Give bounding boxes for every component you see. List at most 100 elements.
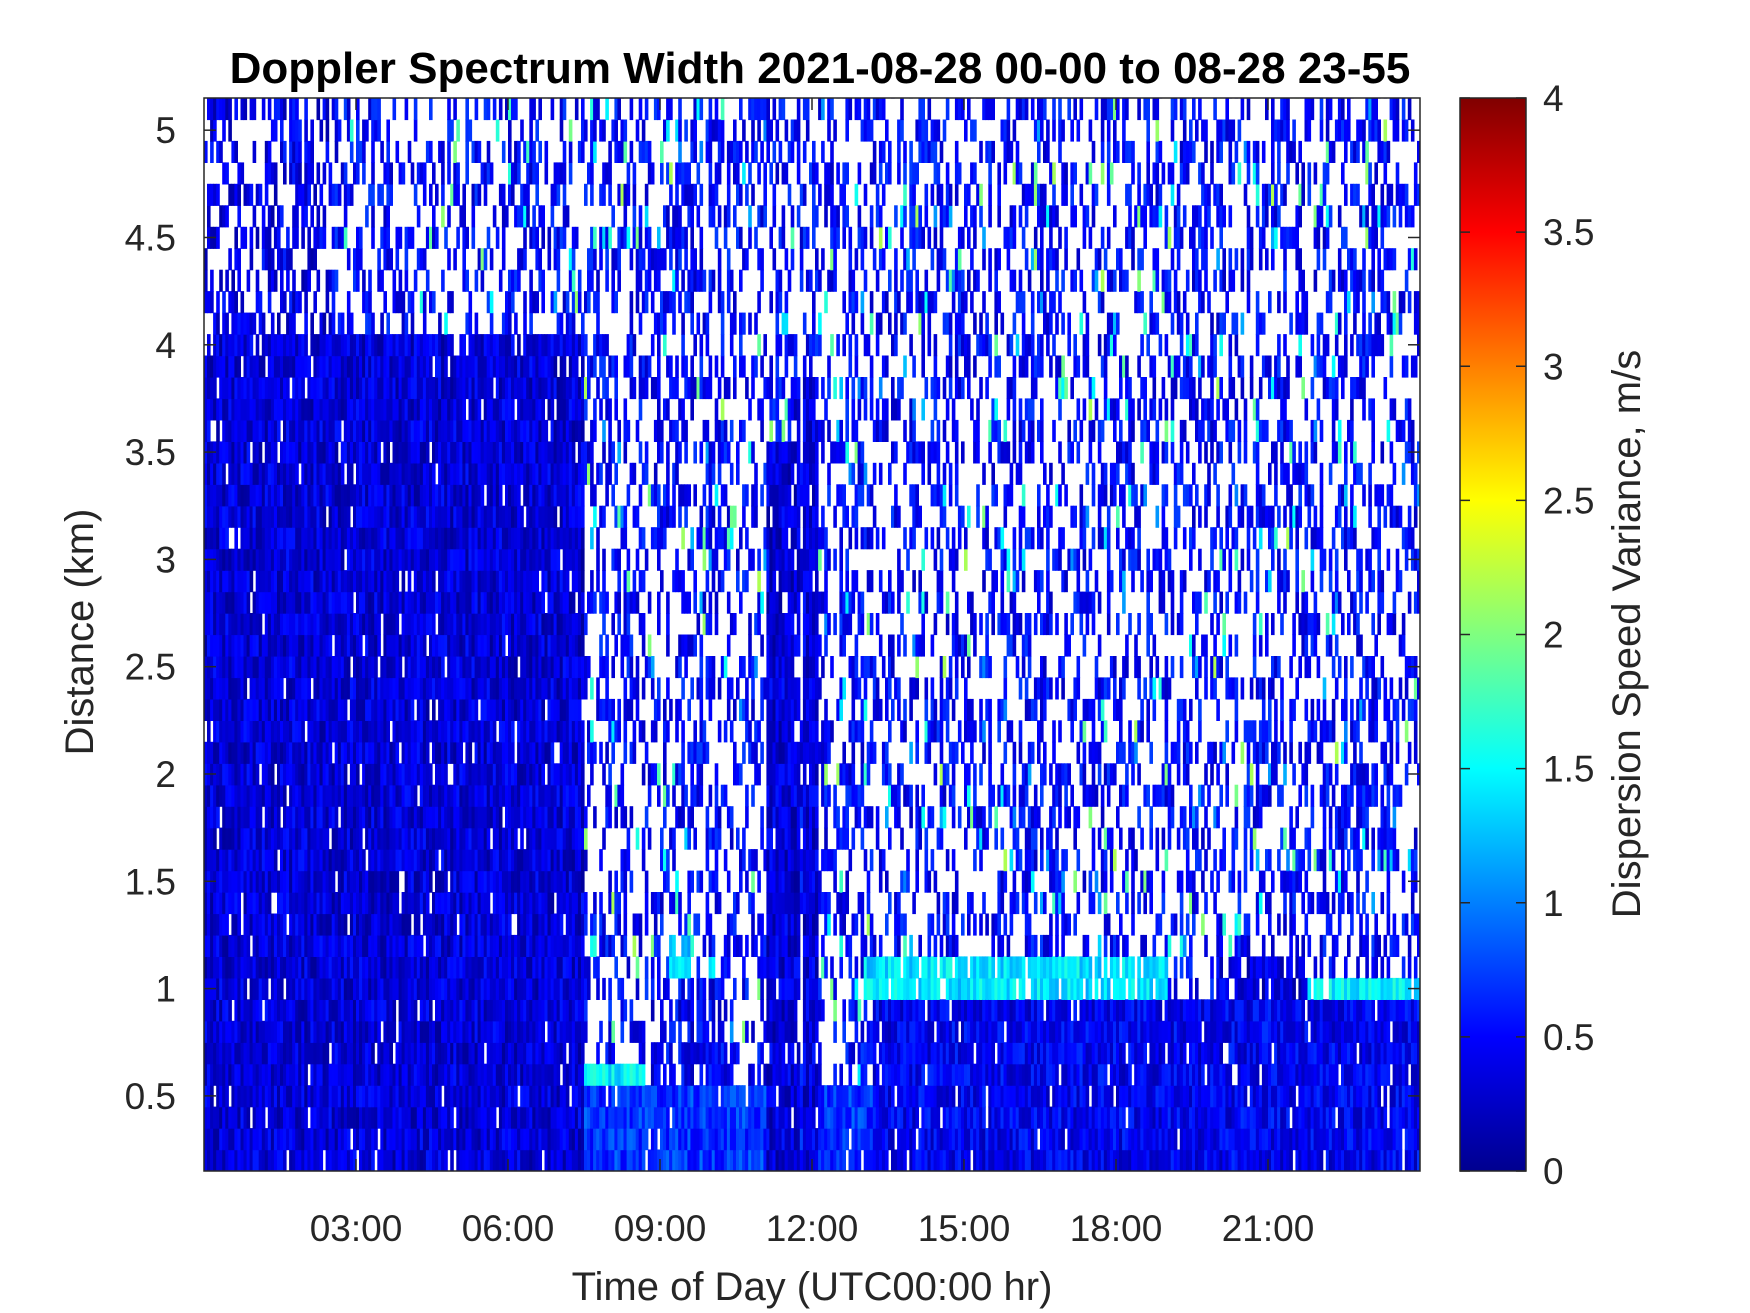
heatmap-cell	[541, 355, 545, 378]
heatmap-cell	[529, 269, 533, 292]
heatmap-cell	[489, 398, 494, 421]
heatmap-cell	[498, 1128, 503, 1151]
heatmap-cell	[204, 269, 208, 292]
heatmap-cell	[270, 698, 275, 721]
heatmap-cell	[225, 355, 229, 378]
heatmap-cell	[349, 548, 354, 571]
heatmap-cell	[298, 698, 302, 721]
heatmap-cell	[319, 226, 324, 249]
heatmap-cell	[267, 162, 272, 185]
heatmap-cell	[234, 591, 238, 614]
heatmap-cell	[435, 1085, 439, 1108]
heatmap-cell	[462, 677, 466, 700]
heatmap-cell	[453, 1063, 457, 1086]
heatmap-cell	[514, 827, 518, 850]
heatmap-cell	[438, 505, 442, 528]
heatmap-cell	[365, 1020, 369, 1043]
heatmap-cell	[468, 634, 473, 657]
heatmap-cell	[477, 462, 482, 485]
heatmap-cell	[374, 806, 378, 829]
heatmap-cell	[492, 806, 497, 829]
heatmap-cell	[359, 806, 363, 829]
heatmap-cell	[340, 462, 345, 485]
heatmap-cell	[444, 720, 448, 743]
heatmap-cell	[523, 720, 527, 743]
heatmap-cell	[416, 1063, 421, 1086]
heatmap-cell	[462, 720, 466, 743]
heatmap-cell	[538, 892, 542, 915]
heatmap-cell	[556, 462, 561, 485]
heatmap-cell	[459, 419, 463, 442]
heatmap-cell	[404, 613, 409, 636]
heatmap-cell	[207, 1020, 211, 1043]
heatmap-cell	[486, 784, 491, 807]
heatmap-cell	[270, 334, 275, 357]
heatmap-cell	[280, 1106, 284, 1129]
heatmap-cell	[395, 1085, 400, 1108]
heatmap-cell	[395, 763, 400, 786]
heatmap-cell	[483, 1020, 488, 1043]
heatmap-cell	[240, 698, 245, 721]
heatmap-cell	[270, 934, 275, 957]
heatmap-cell	[447, 419, 451, 442]
heatmap-cell	[407, 870, 412, 893]
heatmap-cell	[483, 570, 488, 593]
heatmap-cell	[249, 570, 254, 593]
heatmap-cell	[331, 1128, 336, 1151]
heatmap-cell	[444, 419, 448, 442]
heatmap-cell	[483, 720, 488, 743]
heatmap-cell	[298, 1020, 302, 1043]
heatmap-cell	[392, 870, 397, 893]
heatmap-cell	[280, 334, 284, 357]
heatmap-cell	[331, 226, 336, 249]
heatmap-cell	[362, 763, 366, 786]
heatmap-cell	[283, 698, 287, 721]
heatmap-cell	[392, 784, 397, 807]
heatmap-cell	[556, 677, 561, 700]
heatmap-cell	[267, 441, 272, 464]
heatmap-cell	[501, 527, 506, 550]
heatmap-cell	[365, 913, 369, 936]
heatmap-cell	[465, 784, 469, 807]
heatmap-cell	[508, 334, 512, 357]
heatmap-cell	[508, 934, 512, 957]
heatmap-cell	[310, 999, 314, 1022]
heatmap-cell	[541, 720, 545, 743]
heatmap-cell	[237, 1020, 241, 1043]
heatmap-cell	[535, 1042, 539, 1065]
heatmap-cell	[362, 720, 366, 743]
heatmap-cell	[322, 849, 327, 872]
heatmap-cell	[313, 527, 317, 550]
heatmap-cell	[313, 1106, 317, 1129]
heatmap-cell	[535, 527, 539, 550]
heatmap-cell	[246, 484, 251, 507]
heatmap-cell	[422, 162, 427, 185]
heatmap-cell	[441, 913, 445, 936]
heatmap-cell	[514, 1106, 518, 1129]
heatmap-cell	[432, 613, 436, 636]
heatmap-cell	[219, 849, 223, 872]
heatmap-cell	[474, 183, 479, 206]
heatmap-cell	[495, 548, 500, 571]
heatmap-cell	[313, 913, 317, 936]
heatmap-cell	[383, 849, 387, 872]
heatmap-cell	[486, 656, 491, 679]
heatmap-cell	[544, 548, 549, 571]
heatmap-cell	[471, 505, 476, 528]
heatmap-cell	[435, 677, 439, 700]
heatmap-cell	[538, 140, 542, 163]
heatmap-cell	[505, 892, 509, 915]
heatmap-cell	[210, 892, 214, 915]
heatmap-cell	[556, 570, 561, 593]
heatmap-cell	[407, 1106, 412, 1129]
heatmap-cell	[310, 548, 314, 571]
heatmap-cell	[447, 677, 451, 700]
heatmap-cell	[319, 548, 324, 571]
heatmap-cell	[480, 505, 485, 528]
heatmap-cell	[556, 956, 561, 979]
heatmap-cell	[508, 1106, 512, 1129]
heatmap-cell	[322, 827, 327, 850]
heatmap-cell	[277, 892, 281, 915]
heatmap-cell	[270, 999, 275, 1022]
heatmap-cell	[550, 183, 555, 206]
